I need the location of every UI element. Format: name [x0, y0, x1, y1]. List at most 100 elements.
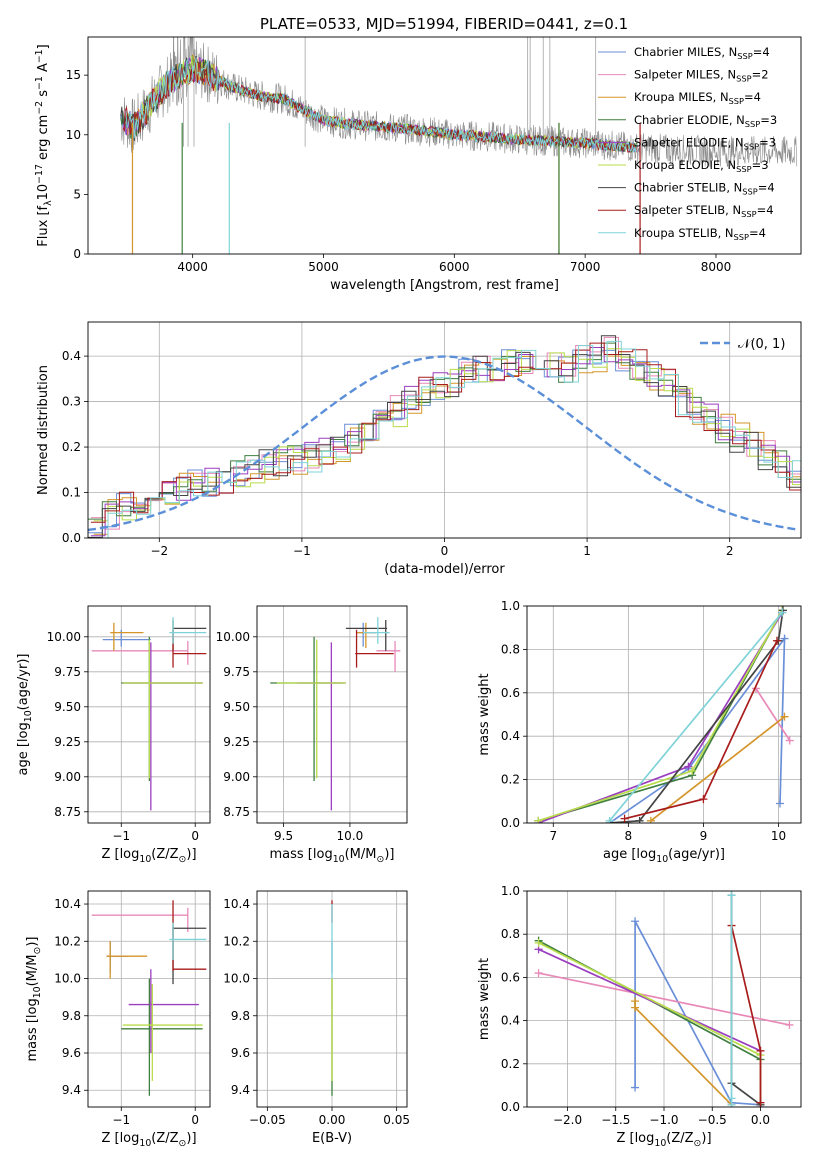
- x-axis-label-part: Z [log: [616, 1131, 654, 1146]
- series-marker: [772, 636, 781, 645]
- series-line: [538, 942, 762, 1105]
- x-tick-label: 7000: [570, 260, 601, 274]
- legend-item-kroupa-miles: Kroupa MILES, NSSP=4: [598, 90, 761, 106]
- y-axis-label-part: (M/M: [25, 955, 40, 987]
- legend-label-name: Kroupa STELIB, N: [634, 226, 734, 240]
- legend-label-count: =3: [752, 158, 769, 172]
- legend-label: Salpeter MILES, NSSP=2: [634, 68, 769, 84]
- histogram-salpeter-stelib: [90, 342, 801, 523]
- series-salpeter-elodie: [534, 945, 765, 1107]
- errorbar-salpeter-miles: [91, 641, 189, 665]
- legend-label-name: Chabrier MILES, N: [634, 45, 737, 59]
- errorbar-salpeter-stelib: [355, 629, 394, 668]
- x-tick-label: 10: [771, 829, 786, 843]
- y-tick-label: 0.4: [501, 1014, 520, 1028]
- x-axis-label: Z [log10(Z/Z⊙)]: [101, 847, 196, 865]
- y-axis-label: Normed distribution: [36, 365, 51, 495]
- x-tick-label: −1: [112, 1113, 130, 1127]
- x-tick-label: −1.5: [601, 1113, 630, 1127]
- histogram-kroupa-stelib: [93, 340, 801, 538]
- errorbar-kroupa-stelib: [169, 922, 207, 960]
- legend-label-subscript: SSP: [744, 141, 759, 151]
- legend-label-subscript: SSP: [729, 96, 744, 106]
- x-axis-label: Z [log10(Z/Z⊙)]: [101, 1131, 196, 1149]
- y-tick-label: 1.0: [501, 884, 520, 898]
- figure-title: PLATE=0533, MJD=51994, FIBERID=0441, z=0…: [260, 15, 628, 33]
- legend-label-count: =4: [758, 181, 775, 195]
- y-axis-label-part: 10: [32, 986, 43, 998]
- series-marker: [631, 1003, 640, 1012]
- y-tick-label: 10.0: [54, 972, 81, 986]
- panel-mass-Z: −1 09.49.69.810.010.210.4Z [log10(Z/Z⊙)]m…: [25, 890, 211, 1149]
- series-kroupa-miles: [631, 997, 736, 1107]
- legend-label-count: =3: [760, 113, 777, 127]
- series-marker: [631, 917, 640, 926]
- plot-area-weight-Z: [534, 891, 794, 1107]
- histogram-chabrier-stelib: [88, 335, 801, 538]
- histogram-salpeter-miles: [90, 336, 801, 530]
- series-marker: [646, 816, 655, 823]
- y-tick-label: 9.25: [54, 735, 81, 749]
- plot-area-age-mass: [270, 617, 401, 811]
- y-axis-label: Flux [fλ10−17 erg cm−2 s−1 A−1]: [34, 44, 54, 246]
- y-tick-label: 0.1: [62, 486, 81, 500]
- plot-area-weight-age: [534, 606, 794, 823]
- series-marker: [635, 816, 644, 823]
- x-tick-label: 4000: [177, 260, 208, 274]
- x-axis-label-part: (Z/Z: [666, 1131, 693, 1146]
- errorbar-kroupa-miles: [110, 622, 144, 651]
- y-axis-label-part: Flux [f: [36, 205, 51, 246]
- y-tick-label: 9.00: [54, 770, 81, 784]
- x-axis-label-part: Z [log: [101, 847, 139, 862]
- series-marker: [785, 1020, 794, 1029]
- legend-label-name: Chabrier STELIB, N: [634, 181, 742, 195]
- legend-label: Salpeter ELODIE, NSSP=3: [634, 135, 776, 151]
- series-line: [538, 609, 783, 822]
- x-axis-label-part: Z [log: [101, 1131, 139, 1146]
- panel-mass-ebv: −0.05 0.00 0.05 9.4 9.6 9.8 10.0 10.2 10.4 E(B-V): [223, 890, 410, 1146]
- y-axis-label: mass [log10(M/M⊙)]: [25, 937, 43, 1062]
- legend-label-normal: 𝒩(0, 1): [738, 337, 785, 352]
- errorbar-chabrier-elodie: [121, 978, 203, 1096]
- series-marker: [756, 1046, 765, 1055]
- y-tick-label: 1.0: [501, 599, 520, 613]
- x-tick-label: 7: [549, 829, 557, 843]
- x-axis-label: (data-model)/error: [384, 562, 505, 577]
- errorbar-salpeter-stelib: [172, 900, 207, 972]
- x-axis-label-part: 10: [139, 1138, 151, 1149]
- series-marker: [727, 1100, 736, 1107]
- y-axis-label: age [log10(age/yr)]: [16, 654, 34, 776]
- histogram-chabrier-elodie: [88, 342, 801, 520]
- x-tick-label: 0.0: [751, 1113, 770, 1127]
- series-marker: [534, 816, 543, 823]
- legend-label: Kroupa STELIB, NSSP=4: [634, 226, 766, 242]
- errorbar-salpeter-elodie: [296, 642, 346, 811]
- x-axis-label: mass [log10(M/M⊙)]: [270, 847, 395, 865]
- errorbar-chabrier-elodie: [121, 636, 203, 781]
- series-marker: [778, 608, 787, 617]
- series-marker: [785, 736, 794, 745]
- y-axis-label-part: mass [log: [25, 998, 40, 1061]
- x-tick-label: 8000: [701, 260, 732, 274]
- series-marker: [631, 1083, 640, 1092]
- legend-item-salpeter-miles: Salpeter MILES, NSSP=2: [598, 68, 769, 84]
- errorbar-chabrier-elodie: [270, 636, 344, 781]
- model-spectrum-kroupa-stelib: [125, 57, 638, 153]
- legend-item-kroupa-elodie: Kroupa ELODIE, NSSP=3: [598, 158, 769, 174]
- y-tick-label: 10: [66, 128, 81, 142]
- x-axis-label-part: (age/yr)]: [668, 847, 725, 862]
- x-axis-label-part: 10: [333, 854, 345, 865]
- y-tick-label: 0.4: [62, 349, 81, 363]
- x-axis-label-part: ⊙: [179, 1138, 187, 1149]
- y-tick-label: 9.4: [62, 1083, 81, 1097]
- y-tick-label: 10.4: [54, 897, 81, 911]
- y-axis-label-part: −2: [34, 101, 45, 115]
- x-tick-label: 9: [700, 829, 708, 843]
- errorbar-salpeter-elodie: [122, 642, 203, 811]
- x-axis-label-part: )]: [701, 1131, 711, 1146]
- histogram-kroupa-elodie: [93, 348, 801, 522]
- series-line: [538, 609, 783, 822]
- y-tick-label: 9.75: [54, 665, 81, 679]
- legend-label-subscript: SSP: [745, 119, 760, 129]
- legend-label-name: Kroupa ELODIE, N: [634, 158, 736, 172]
